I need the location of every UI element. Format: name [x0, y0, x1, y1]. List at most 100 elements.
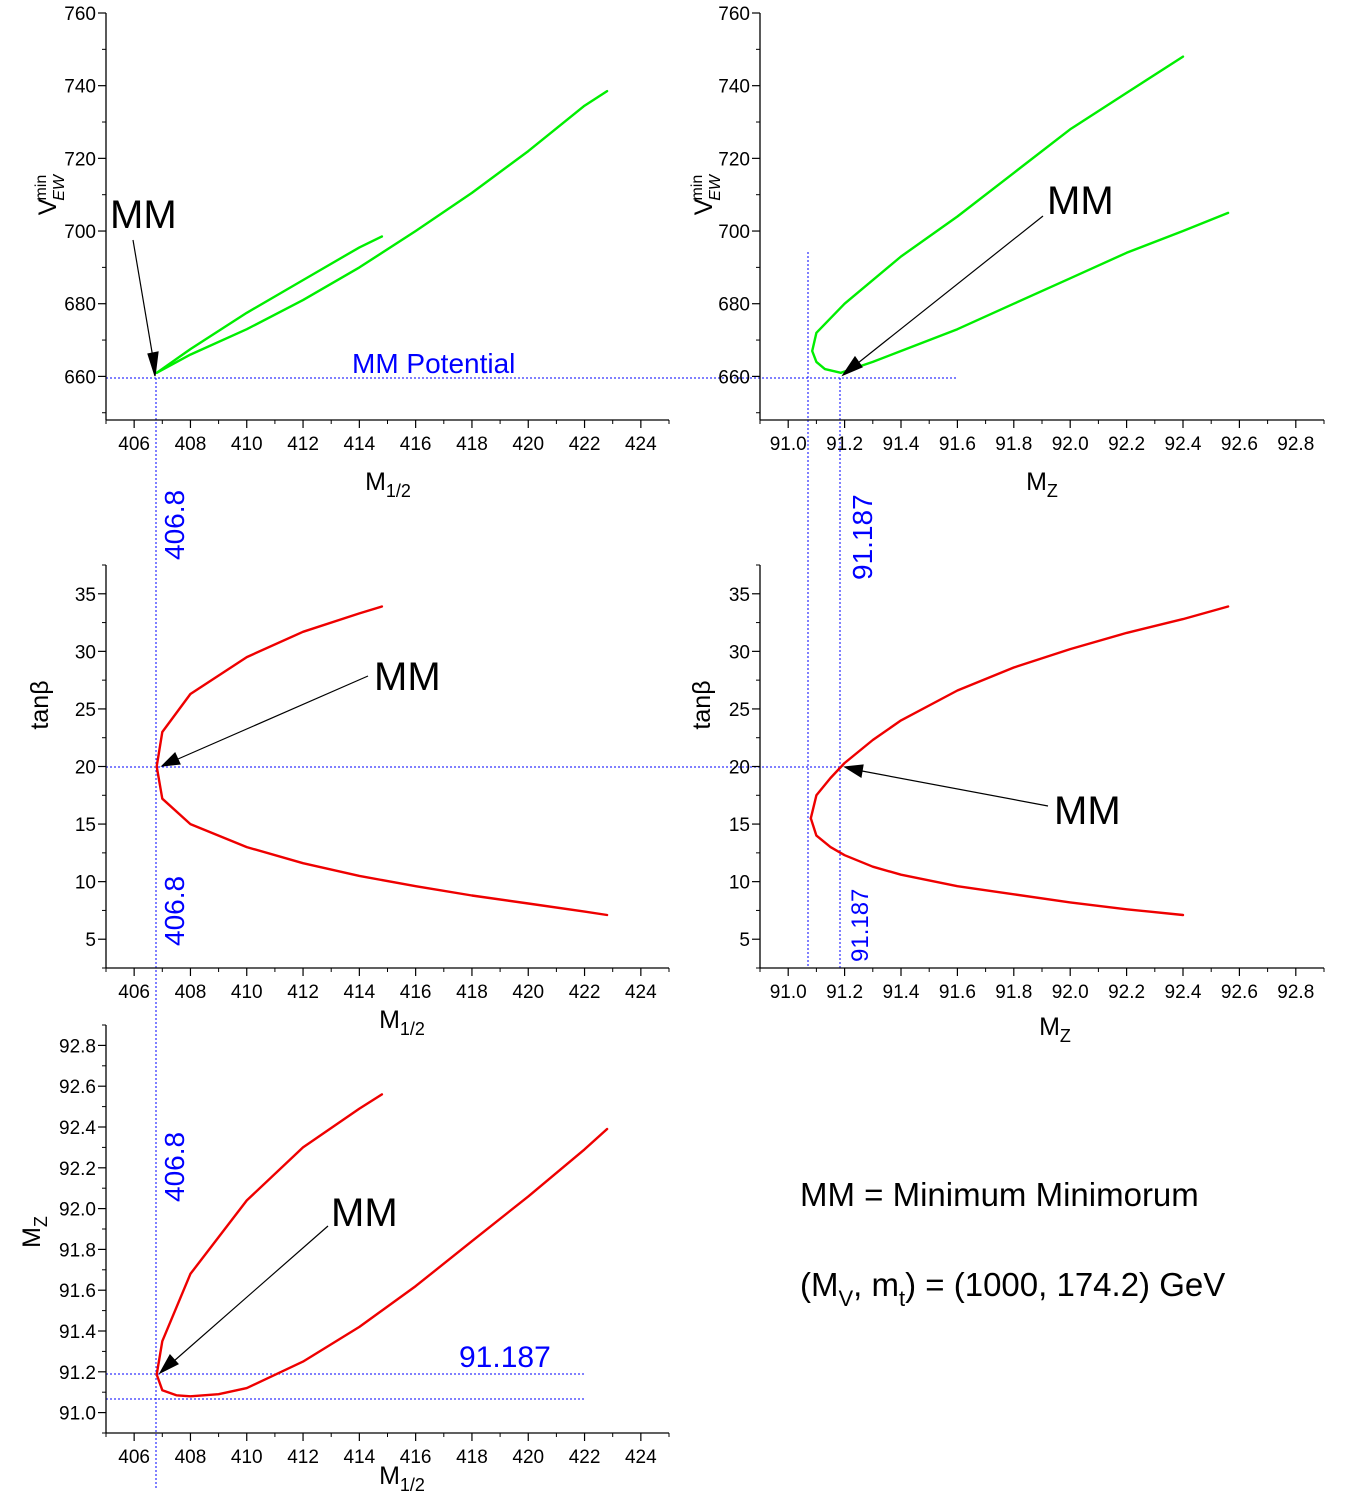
p3-xtick-label-420: 420: [512, 982, 544, 1003]
arrow-p1-head: [147, 351, 159, 377]
p5-ytick-label-92.0: 92.0: [59, 1200, 96, 1221]
p5-ytick-label-91.4: 91.4: [59, 1322, 96, 1343]
panel-p4: 91.0 91.2 91.4 91.6 91.8 92.0 92.2 92.4 92.6 92.8…: [688, 564, 1325, 1046]
p3-ylabel: tanβ: [26, 680, 54, 729]
p3-xtick-label-412: 412: [287, 982, 319, 1003]
p3-xtick-label-410: 410: [231, 982, 263, 1003]
p1-ylabel-main: V: [34, 198, 62, 215]
panel-p1: 406 408 410 412 414 416 418 420 422 424 660 680 700 7…: [33, 4, 670, 501]
p2-ylabel-main: V: [690, 198, 718, 215]
p3-xtick-label-408: 408: [175, 982, 207, 1003]
p4-ylabel: tanβ: [688, 680, 716, 729]
p2-ytick-label-740: 740: [718, 77, 750, 98]
value-91.187-middle: 91.187: [847, 889, 874, 962]
value-91.187-bottom: 91.187: [459, 1341, 551, 1374]
p5-ytick-label-91.8: 91.8: [59, 1240, 96, 1261]
panel-p5: 406 408 410 412 414 416 418 420 422 424 91.0 91.2 91…: [18, 1024, 670, 1495]
p2-xtick-label-91.4: 91.4: [883, 434, 920, 455]
note-line1: MM = Minimum Minimorum: [800, 1176, 1199, 1213]
p5-ytick-label-91.6: 91.6: [59, 1281, 96, 1302]
p3-xtick-label-418: 418: [456, 982, 488, 1003]
p2-series-0: [811, 55, 1185, 374]
value-406.8-middle: 406.8: [159, 876, 190, 946]
p1-xtick-label-422: 422: [569, 434, 601, 455]
mm-label-p2: MM: [1047, 179, 1114, 223]
p1-series-1: [155, 89, 609, 374]
mm-potential-label: MM Potential: [352, 348, 515, 379]
p1-ytick-label-760: 760: [64, 4, 96, 25]
p3-ytick-label-30: 30: [75, 642, 96, 663]
p4-xtick-label-91.8: 91.8: [995, 982, 1032, 1003]
p3-ytick-label-10: 10: [75, 873, 96, 894]
arrows: [132, 215, 1049, 1375]
p5-xtick-label-416: 416: [400, 1447, 432, 1468]
p1-xtick-label-416: 416: [400, 434, 432, 455]
p5-xlabel-sub: 1/2: [400, 1475, 425, 1495]
p2-ytick-label-760: 760: [718, 4, 750, 25]
note-line2-c: ) = (1000, 174.2) GeV: [905, 1266, 1225, 1303]
p4-xtick-label-92.0: 92.0: [1052, 982, 1089, 1003]
p3-ytick-label-35: 35: [75, 585, 96, 606]
p1-xlabel-sub: 1/2: [386, 481, 411, 501]
p4-series-0: [809, 605, 1230, 820]
p1-xtick-label-420: 420: [512, 434, 544, 455]
p4-xlabel: MZ: [1039, 1013, 1071, 1046]
p4-ytick-label-15: 15: [729, 815, 750, 836]
note-line2-a: (M: [800, 1266, 838, 1303]
mm-label-p3: MM: [374, 655, 441, 699]
p5-ylabel: MZ: [18, 1216, 51, 1248]
p1-xtick-label-414: 414: [343, 434, 375, 455]
p2-xlabel: MZ: [1026, 468, 1058, 501]
p2-xtick-label-92.2: 92.2: [1108, 434, 1145, 455]
p3-ytick-label-25: 25: [75, 700, 96, 721]
p5-series-1: [155, 1127, 609, 1398]
p2-xtick-label-92.0: 92.0: [1052, 434, 1089, 455]
p5-xtick-label-418: 418: [456, 1447, 488, 1468]
p5-ytick-label-92.6: 92.6: [59, 1077, 96, 1098]
p4-series-1: [809, 817, 1185, 917]
mm-label-p5: MM: [331, 1191, 398, 1235]
p4-xlabel-main: M: [1039, 1013, 1060, 1041]
p1-xtick-label-418: 418: [456, 434, 488, 455]
p2-ylabel-sup: min: [689, 175, 706, 201]
p2-xtick-label-92.8: 92.8: [1277, 434, 1314, 455]
p3-ylabel-main: tanβ: [26, 680, 54, 729]
p1-xtick-label-410: 410: [231, 434, 263, 455]
p3-xtick-label-422: 422: [569, 982, 601, 1003]
p3-ytick-label-20: 20: [75, 758, 96, 779]
p5-ytick-label-92.2: 92.2: [59, 1159, 96, 1180]
p2-xtick-label-92.4: 92.4: [1165, 434, 1202, 455]
note-line2-sub1: V: [838, 1286, 853, 1311]
p2-series-1: [839, 211, 1230, 374]
p2-ytick-label-720: 720: [718, 149, 750, 170]
p1-xtick-label-412: 412: [287, 434, 319, 455]
p5-xtick-label-412: 412: [287, 1447, 319, 1468]
p1-ytick-label-720: 720: [64, 149, 96, 170]
p4-xtick-label-92.2: 92.2: [1108, 982, 1145, 1003]
mm-label-p1: MM: [110, 193, 177, 237]
arrow-p1: [132, 239, 154, 359]
p5-ylabel-main: M: [18, 1227, 46, 1248]
p1-ytick-label-660: 660: [64, 367, 96, 388]
p2-ylabel: VminEW: [689, 173, 724, 215]
p1-xtick-label-424: 424: [625, 434, 657, 455]
p5-ylabel-sub: Z: [31, 1216, 51, 1227]
p3-xlabel-sub: 1/2: [400, 1019, 425, 1039]
p2-xtick-label-91.8: 91.8: [995, 434, 1032, 455]
p5-xtick-label-424: 424: [625, 1447, 657, 1468]
p4-xlabel-sub: Z: [1060, 1026, 1071, 1046]
p5-xtick-label-410: 410: [231, 1447, 263, 1468]
arrow-p4: [861, 770, 1049, 807]
p1-ylabel-sub: EW: [51, 173, 68, 201]
p2-ytick-label-700: 700: [718, 222, 750, 243]
arrow-p4-head: [843, 764, 864, 778]
value-91.187-top: 91.187: [847, 494, 878, 580]
p2-xlabel-sub: Z: [1047, 481, 1058, 501]
p5-ytick-label-91.0: 91.0: [59, 1404, 96, 1425]
p4-ytick-label-10: 10: [729, 873, 750, 894]
p2-xtick-label-91.6: 91.6: [939, 434, 976, 455]
arrow-p5: [173, 1225, 329, 1362]
p5-ytick-label-92.4: 92.4: [59, 1118, 96, 1139]
p2-xtick-label-91.2: 91.2: [826, 434, 863, 455]
p4-xtick-label-91.6: 91.6: [939, 982, 976, 1003]
